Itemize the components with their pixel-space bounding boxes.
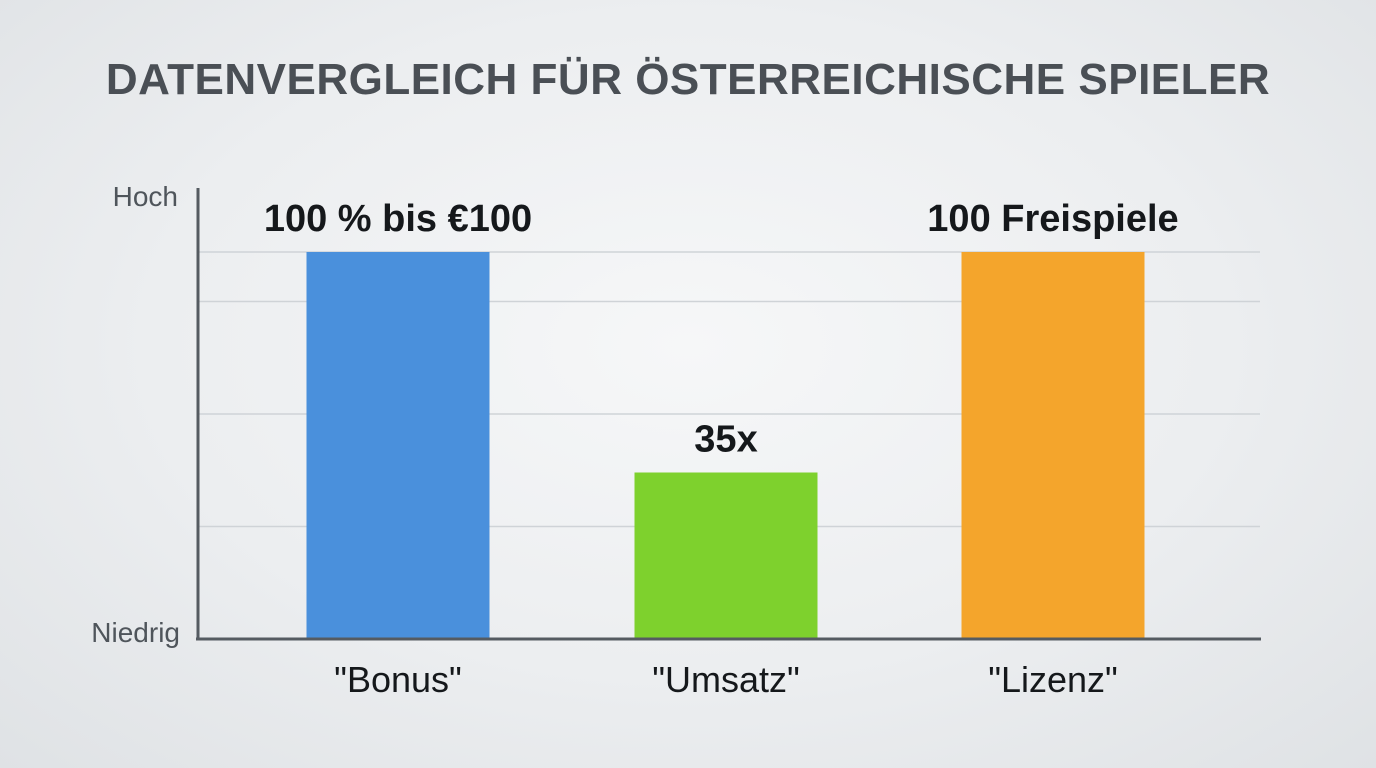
bar-value-label: 100 Freispiele bbox=[927, 198, 1178, 240]
bars bbox=[306, 252, 1145, 639]
y-axis-top-label: Hoch bbox=[113, 181, 178, 212]
category-label: "Lizenz" bbox=[988, 659, 1118, 700]
bar bbox=[961, 252, 1145, 639]
bar-labels: 100 % bis €100 "Bonus" 35x "Umsatz" 100 Frei… bbox=[264, 198, 1179, 700]
category-label: "Umsatz" bbox=[652, 659, 800, 700]
category-label: "Bonus" bbox=[334, 659, 462, 700]
chart-title: DATENVERGLEICH FÜR ÖSTERREICHISCHE SPIEL… bbox=[105, 55, 1271, 104]
bar bbox=[306, 252, 490, 639]
y-axis-bottom-label: Niedrig bbox=[91, 617, 180, 648]
bar-value-label: 100 % bis €100 bbox=[264, 198, 532, 240]
bar-value-label: 35x bbox=[694, 419, 757, 461]
bar bbox=[634, 472, 818, 639]
